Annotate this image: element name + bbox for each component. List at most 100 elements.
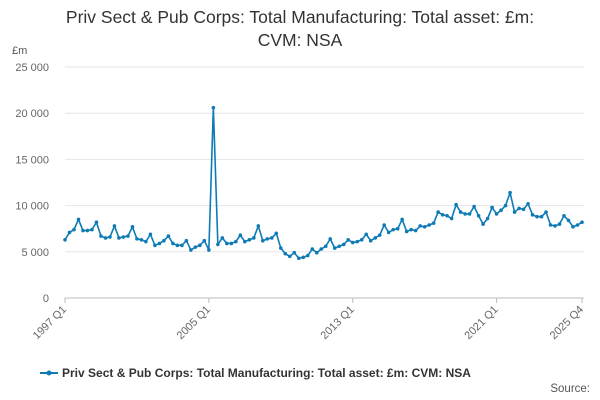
data-point[interactable] (440, 213, 445, 217)
data-point[interactable] (148, 232, 153, 237)
data-point[interactable] (99, 234, 103, 238)
data-point[interactable] (368, 238, 373, 243)
data-point[interactable] (117, 236, 121, 240)
data-point[interactable] (490, 205, 494, 210)
data-point[interactable] (135, 237, 139, 241)
data-point[interactable] (337, 244, 342, 249)
data-point[interactable] (373, 236, 378, 240)
data-point[interactable] (355, 239, 360, 244)
data-point[interactable] (63, 237, 67, 242)
data-point[interactable] (292, 250, 297, 255)
data-point[interactable] (463, 212, 467, 216)
data-point[interactable] (287, 254, 292, 259)
data-point[interactable] (481, 222, 485, 226)
data-point[interactable] (211, 105, 216, 110)
data-point[interactable] (422, 225, 427, 229)
data-point[interactable] (409, 227, 413, 232)
legend[interactable]: Priv Sect & Pub Corps: Total Manufacturi… (40, 366, 471, 380)
data-point[interactable] (301, 255, 306, 260)
data-point[interactable] (310, 247, 315, 251)
data-point[interactable] (130, 225, 135, 229)
data-point[interactable] (81, 228, 85, 233)
data-point[interactable] (261, 238, 265, 243)
data-point[interactable] (530, 213, 535, 217)
data-point[interactable] (467, 212, 472, 216)
data-point[interactable] (548, 223, 553, 227)
data-point[interactable] (207, 248, 211, 252)
data-point[interactable] (418, 224, 422, 228)
data-point[interactable] (305, 253, 310, 258)
data-point[interactable] (377, 233, 382, 237)
data-point[interactable] (553, 224, 557, 228)
data-point[interactable] (121, 235, 126, 239)
data-point[interactable] (503, 203, 508, 208)
data-point[interactable] (184, 238, 189, 243)
data-point[interactable] (328, 237, 333, 241)
data-point[interactable] (431, 221, 436, 225)
data-point[interactable] (517, 206, 521, 211)
data-point[interactable] (580, 220, 584, 225)
data-point[interactable] (445, 213, 449, 218)
data-point[interactable] (274, 231, 279, 236)
data-point[interactable] (234, 239, 238, 244)
data-point[interactable] (526, 201, 530, 206)
data-point[interactable] (341, 242, 346, 247)
data-point[interactable] (157, 241, 162, 246)
data-point[interactable] (252, 236, 256, 240)
data-point[interactable] (85, 228, 90, 233)
data-point[interactable] (499, 208, 503, 213)
data-point[interactable] (283, 251, 288, 256)
data-point[interactable] (395, 226, 400, 231)
data-point[interactable] (193, 245, 198, 249)
data-point[interactable] (238, 233, 243, 237)
data-point[interactable] (126, 234, 130, 238)
data-point[interactable] (521, 207, 526, 212)
data-point[interactable] (90, 227, 94, 232)
data-point[interactable] (103, 236, 108, 240)
source-label[interactable]: Source: (550, 383, 590, 395)
data-point[interactable] (436, 210, 440, 214)
data-point[interactable] (535, 214, 539, 219)
data-point[interactable] (202, 238, 207, 243)
data-point[interactable] (449, 216, 454, 221)
data-point[interactable] (557, 222, 562, 226)
data-point[interactable] (108, 235, 112, 239)
data-point[interactable] (76, 217, 81, 222)
data-point[interactable] (544, 210, 548, 214)
data-point[interactable] (67, 230, 72, 235)
data-point[interactable] (332, 246, 337, 250)
data-point[interactable] (171, 241, 175, 246)
data-point[interactable] (571, 225, 575, 229)
data-point[interactable] (364, 232, 369, 237)
data-point[interactable] (180, 243, 184, 248)
data-point[interactable] (265, 237, 270, 241)
data-point[interactable] (153, 243, 157, 248)
data-point[interactable] (454, 202, 458, 207)
data-point[interactable] (386, 230, 391, 235)
data-point[interactable] (243, 239, 247, 244)
data-point[interactable] (539, 214, 544, 219)
data-point[interactable] (494, 212, 499, 216)
data-point[interactable] (166, 234, 171, 238)
data-point[interactable] (458, 210, 463, 214)
data-point[interactable] (139, 237, 144, 242)
data-point[interactable] (112, 224, 117, 228)
data-point[interactable] (472, 204, 476, 209)
data-point[interactable] (485, 216, 490, 221)
data-point[interactable] (189, 248, 193, 252)
data-point[interactable] (391, 227, 395, 232)
data-point[interactable] (278, 246, 283, 250)
data-point[interactable] (427, 223, 431, 227)
data-point[interactable] (566, 218, 571, 223)
data-point[interactable] (359, 237, 364, 242)
data-point[interactable] (382, 223, 386, 227)
data-point[interactable] (314, 250, 319, 255)
data-point[interactable] (94, 220, 99, 225)
data-point[interactable] (216, 242, 220, 247)
data-point[interactable] (400, 217, 404, 222)
data-point[interactable] (198, 243, 202, 248)
data-point[interactable] (162, 238, 166, 243)
data-point[interactable] (508, 190, 512, 195)
data-point[interactable] (229, 241, 234, 246)
data-point[interactable] (346, 237, 351, 242)
